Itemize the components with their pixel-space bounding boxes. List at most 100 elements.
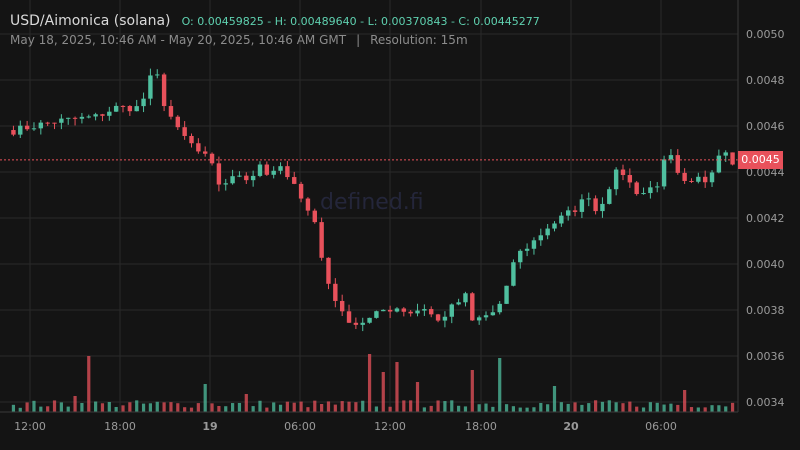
candle-body: [531, 240, 537, 249]
volume-bar: [237, 402, 242, 412]
resolution-label: Resolution: 15m: [370, 33, 468, 47]
candle-body: [237, 175, 242, 177]
pair-title: USD/Aimonica (solana): [10, 13, 171, 29]
candle-body: [689, 180, 694, 182]
volume-bar: [566, 403, 570, 412]
volume-bar: [641, 407, 646, 412]
candle-body: [155, 74, 160, 76]
candle-body: [442, 316, 448, 321]
volume-bar: [258, 400, 262, 412]
volume-bar: [532, 407, 536, 412]
candle-body: [730, 152, 735, 165]
volume-bar: [135, 400, 139, 412]
time-tick-label: 06:00: [284, 420, 316, 433]
volume-bar: [662, 404, 666, 412]
candle-body: [723, 152, 728, 156]
candle-body: [627, 175, 633, 183]
candle-body: [572, 210, 578, 212]
candle-body: [381, 309, 386, 312]
candle-body: [107, 111, 112, 116]
volume-bar: [128, 402, 132, 412]
time-tick-label: 06:00: [645, 420, 677, 433]
time-tick-label: 18:00: [104, 420, 136, 433]
candle-body: [230, 176, 235, 184]
volume-bar: [162, 402, 166, 412]
time-tick-label: 18:00: [465, 420, 497, 433]
candle-body: [45, 122, 50, 124]
candle-body: [339, 300, 345, 312]
ohlc-values: O: 0.00459825 - H: 0.00489640 - L: 0.003…: [181, 15, 540, 28]
volume-bar: [272, 402, 276, 412]
volume-bar: [347, 401, 351, 412]
volume-bar: [498, 358, 502, 412]
volume-bar: [470, 370, 474, 412]
candle-body: [429, 309, 434, 315]
candle-body: [497, 303, 502, 313]
candle-body: [483, 315, 489, 318]
candles: [0, 68, 738, 332]
volume-bar: [689, 407, 694, 412]
volume-bar: [114, 406, 118, 412]
candle-body: [72, 117, 78, 119]
volume-bar: [94, 401, 98, 412]
candle-body: [476, 317, 482, 321]
volume-bar: [11, 404, 16, 412]
volume-bar: [703, 407, 707, 412]
price-tick-label: 0.0048: [746, 74, 785, 87]
candle-body: [511, 262, 516, 286]
candle-body: [168, 106, 174, 117]
candle-body: [655, 186, 660, 188]
candle-body: [565, 210, 571, 216]
volume-bar: [511, 406, 516, 412]
candle-body: [326, 257, 331, 284]
candle-body: [305, 198, 311, 211]
candle-body: [435, 314, 441, 321]
candle-body: [607, 189, 612, 204]
candle-body: [559, 215, 564, 224]
volume-bar: [436, 400, 440, 412]
volume-bar: [724, 406, 728, 412]
candle-body: [346, 311, 352, 323]
volume-bar: [141, 403, 146, 412]
volume-bar: [525, 407, 529, 412]
volume-bar: [73, 396, 77, 412]
volume-bar: [580, 404, 584, 412]
candle-body: [463, 293, 468, 303]
volume-bar: [155, 401, 159, 412]
candle-body: [518, 250, 523, 263]
candle-body: [456, 302, 461, 305]
volume-bar: [655, 402, 659, 412]
volume-bar: [251, 406, 255, 412]
price-tick-label: 0.0036: [746, 350, 785, 363]
price-tick-label: 0.0042: [746, 212, 785, 225]
candle-body: [401, 308, 407, 312]
candle-body: [59, 118, 64, 123]
candle-body: [264, 164, 270, 175]
volume-bar: [230, 403, 235, 412]
candle-body: [189, 135, 194, 144]
volume-bar: [183, 407, 187, 412]
volume-bar: [491, 406, 495, 412]
volume-bar: [683, 390, 687, 412]
volume-bar: [381, 372, 385, 412]
candle-body: [702, 176, 708, 183]
candle-body: [161, 74, 167, 107]
candle-body: [250, 175, 256, 181]
volume-bar: [484, 403, 488, 412]
candle-body: [79, 116, 85, 119]
volume-bar: [669, 403, 673, 412]
volume-bar: [367, 354, 372, 412]
candle-body: [196, 143, 201, 152]
candle-body: [524, 248, 530, 251]
candle-body: [120, 105, 126, 107]
candle-body: [93, 114, 98, 117]
volume-bar: [395, 362, 399, 412]
volume-bar: [18, 407, 22, 412]
volume-bar: [59, 402, 63, 412]
volume-bar: [635, 406, 639, 412]
volume-bar: [80, 402, 84, 412]
volume-bar: [210, 403, 214, 412]
candle-body: [613, 169, 619, 190]
volume-bar: [477, 404, 481, 412]
